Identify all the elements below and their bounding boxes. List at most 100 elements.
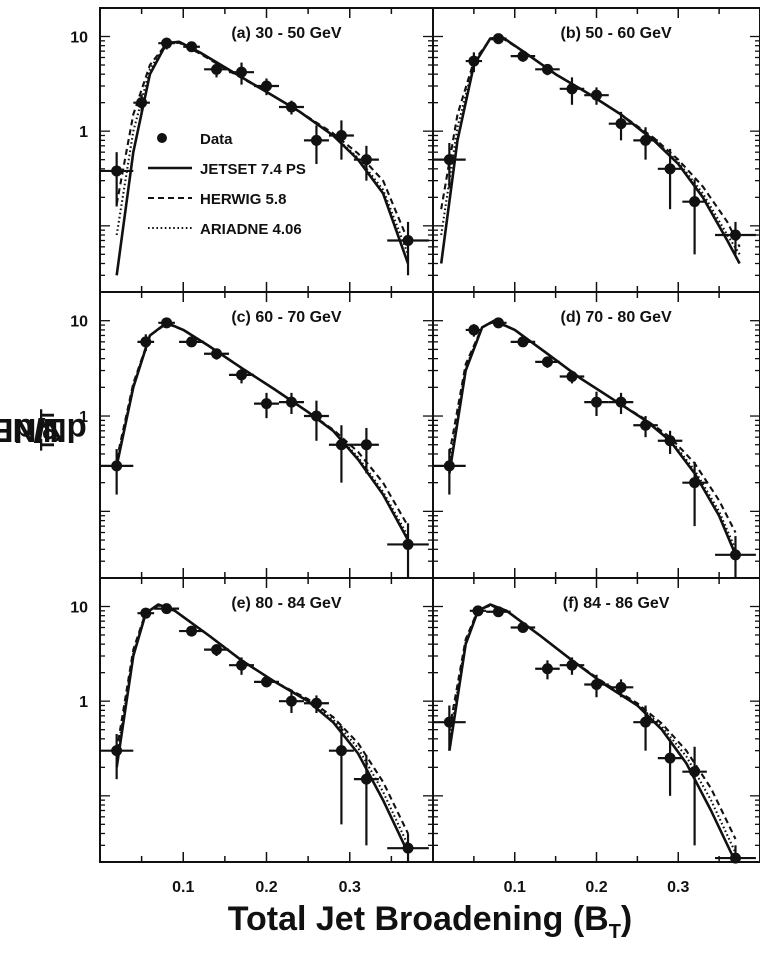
legend: Data JETSET 7.4 PS HERWIG 5.8 ARIADNE 4.06: [148, 131, 306, 238]
x-tick-label: 0.3: [667, 879, 689, 896]
curve-solid: [448, 319, 737, 556]
data-point: [689, 766, 701, 778]
data-point: [285, 101, 297, 113]
data-point: [492, 317, 504, 329]
data-point: [310, 134, 322, 146]
data-point: [236, 66, 248, 78]
data-point: [310, 697, 322, 709]
data-point: [615, 118, 627, 130]
data-point: [591, 678, 602, 690]
data-point: [541, 663, 553, 675]
legend-label: Data: [200, 131, 233, 148]
curve-solid: [115, 321, 410, 541]
y-tick-label: 10: [70, 599, 88, 616]
data-point: [640, 419, 652, 431]
x-tick-label: 0.2: [585, 879, 607, 896]
data-point: [640, 134, 652, 146]
legend-label: JETSET 7.4 PS: [200, 161, 306, 178]
legend-marker: [157, 133, 167, 143]
data-point: [161, 37, 173, 49]
panel-title: (e) 80 - 84 GeV: [231, 595, 342, 612]
data-point: [443, 154, 455, 166]
panel-title: (b) 50 - 60 GeV: [561, 25, 672, 42]
x-tick-label: 0.1: [504, 879, 526, 896]
data-point: [335, 439, 347, 451]
data-point: [285, 695, 297, 707]
panel-4: 1 10 0.1 0.2 0.3 (e) 80 - 84 GeV: [70, 577, 434, 896]
legend-label: HERWIG 5.8: [200, 191, 286, 208]
data-point: [664, 435, 676, 447]
data-point: [261, 80, 272, 92]
data-point: [492, 606, 504, 618]
data-point: [402, 234, 414, 246]
curve-dotted: [115, 604, 409, 846]
data-point: [443, 716, 455, 728]
data-point: [261, 398, 272, 410]
data-point: [443, 460, 455, 472]
panel-5: 0.1 0.2 0.3 (f) 84 - 86 GeV: [432, 577, 760, 896]
y-tick-label: 10: [70, 314, 88, 331]
x-axis-title: Total Jet Broadening (BT): [227, 900, 633, 943]
panel-title: (d) 70 - 80 GeV: [561, 309, 672, 326]
data-point: [360, 154, 372, 166]
x-tick-label: 0.2: [255, 879, 277, 896]
data-point: [566, 83, 578, 95]
panel-frame: [432, 291, 760, 579]
data-point: [211, 644, 223, 656]
data-point: [236, 659, 248, 671]
panel-frame: [432, 577, 760, 863]
data-point: [615, 396, 627, 408]
curve-dashed: [115, 322, 409, 527]
data-point: [517, 336, 529, 348]
curve-dotted: [115, 322, 409, 537]
panel-title: (c) 60 - 70 GeV: [231, 309, 342, 326]
x-tick-label: 0.1: [172, 879, 194, 896]
panel-3: (d) 70 - 80 GeV: [432, 291, 760, 579]
curve-dotted: [448, 320, 737, 550]
data-point: [186, 336, 198, 348]
panel-title: (f) 84 - 86 GeV: [563, 595, 670, 612]
data-point: [161, 603, 173, 615]
data-point: [335, 129, 347, 141]
data-point: [689, 196, 701, 208]
curve-dashed: [448, 604, 737, 840]
data-point: [111, 745, 123, 757]
data-point: [729, 229, 741, 241]
data-point: [689, 477, 701, 489]
data-point: [310, 410, 322, 422]
data-point: [729, 549, 741, 561]
data-point: [591, 89, 602, 101]
data-point: [566, 659, 578, 671]
data-point: [664, 163, 676, 175]
data-point: [566, 370, 578, 382]
panel-frame: [99, 577, 434, 863]
data-point: [211, 63, 223, 75]
data-point: [140, 607, 152, 619]
data-point: [615, 681, 627, 693]
data-point: [468, 324, 480, 336]
data-point: [335, 745, 347, 757]
curve-dashed: [448, 320, 737, 533]
data-point: [541, 63, 553, 75]
data-point: [517, 621, 529, 633]
y-tick-label: 1: [79, 124, 88, 141]
data-point: [136, 97, 148, 109]
data-point: [591, 396, 602, 408]
data-point: [402, 842, 414, 854]
data-point: [360, 439, 372, 451]
curve-solid: [115, 603, 410, 854]
curve-dashed: [115, 604, 409, 834]
panel-1: (b) 50 - 60 GeV: [432, 7, 760, 293]
y-tick-label: 1: [79, 694, 88, 711]
panel-title: (a) 30 - 50 GeV: [231, 25, 342, 42]
data-point: [492, 33, 504, 45]
x-tick-label: 0.3: [339, 879, 361, 896]
data-point: [402, 538, 414, 550]
data-point: [161, 317, 173, 329]
legend-label: ARIADNE 4.06: [200, 221, 302, 238]
data-point: [186, 41, 198, 53]
data-point: [729, 852, 741, 864]
data-point: [211, 348, 223, 360]
